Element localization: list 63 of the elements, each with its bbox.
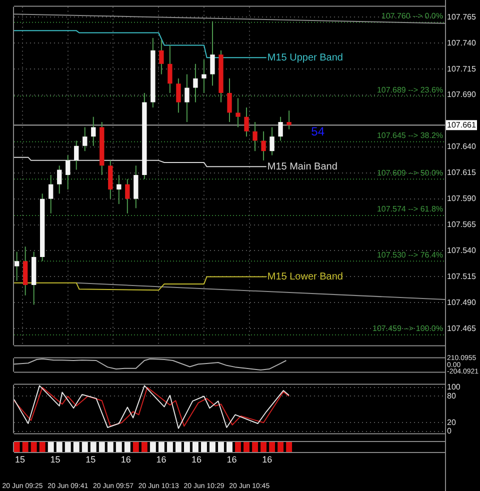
ref-line-label: 107.661 — [447, 120, 476, 130]
text: 16 — [156, 454, 166, 464]
text: 15 — [14, 454, 26, 464]
text: 16 — [262, 454, 272, 464]
series-label: M15 Main Band — [267, 161, 338, 172]
y-tick-label: 107.715 — [447, 64, 476, 74]
ref-line-label: 107.530 --> 76.4% — [376, 250, 443, 260]
y-tick-label: 107.690 — [447, 90, 476, 100]
candlestick — [168, 44, 172, 94]
candlestick — [278, 116, 283, 142]
y-tick-label: 107.490 — [447, 298, 476, 307]
text: 16 — [226, 454, 237, 464]
text: 16 — [191, 454, 202, 464]
ref-line-label: 107.645 --> 38.2% — [376, 130, 443, 140]
y-tick-label: 100 — [447, 382, 461, 392]
ref-line-label: 107.689 --> 23.6% — [376, 85, 443, 94]
y-tick-label: 107.540 — [447, 246, 476, 255]
series-label: M15 Upper Band — [267, 52, 343, 64]
y-tick-label: 107.740 — [447, 38, 476, 48]
candlestick — [91, 116, 96, 146]
y-tick-label: 80 — [447, 391, 456, 400]
candlestick — [134, 165, 138, 209]
candlestick — [57, 165, 62, 194]
candlestick — [236, 98, 240, 128]
candlestick — [82, 126, 88, 152]
candlestick — [270, 126, 274, 156]
candlestick — [244, 106, 249, 138]
y-tick-label: 107.615 — [447, 168, 476, 178]
candlestick — [116, 174, 122, 205]
y-tick-label: 107.640 — [447, 142, 476, 152]
candlestick — [227, 78, 232, 123]
candlestick — [23, 246, 28, 296]
candlestick — [74, 140, 79, 170]
candlestick — [252, 122, 258, 152]
candlestick — [66, 154, 70, 190]
candlestick — [14, 251, 20, 282]
ref-line-label: 107.609 --> 50.0% — [376, 168, 443, 178]
candlestick — [261, 130, 266, 161]
candlestick — [48, 174, 54, 214]
annotation: 54 — [311, 124, 325, 138]
candlestick — [108, 160, 113, 200]
candlestick — [202, 59, 206, 94]
series-label: M15 Lower Band — [267, 271, 343, 282]
y-tick-label: 107.465 — [447, 324, 476, 333]
y-tick-label: 20 — [447, 418, 456, 427]
ref-line-label: 107.760 --> 0.0% — [381, 12, 443, 21]
text: 16 — [120, 454, 131, 464]
candlestick — [286, 110, 292, 130]
text: 15 — [50, 454, 60, 464]
ref-line-label: 107.574 --> 61.8% — [376, 204, 443, 214]
candlestick — [193, 63, 198, 103]
y-tick-label: 107.765 — [447, 12, 476, 22]
y-tick-label: 107.515 — [447, 272, 476, 281]
y-tick-label: 107.590 — [447, 194, 476, 204]
candlestick — [125, 178, 130, 214]
candlestick — [210, 20, 215, 86]
candlestick — [176, 78, 181, 114]
candlestick — [184, 74, 190, 123]
ref-line-label: 107.459 --> 100.0% — [372, 324, 443, 334]
y-tick-label: 0 — [447, 426, 452, 436]
candlestick — [159, 40, 164, 75]
text: 15 — [86, 454, 96, 464]
y-tick-label: 107.565 — [447, 220, 476, 229]
